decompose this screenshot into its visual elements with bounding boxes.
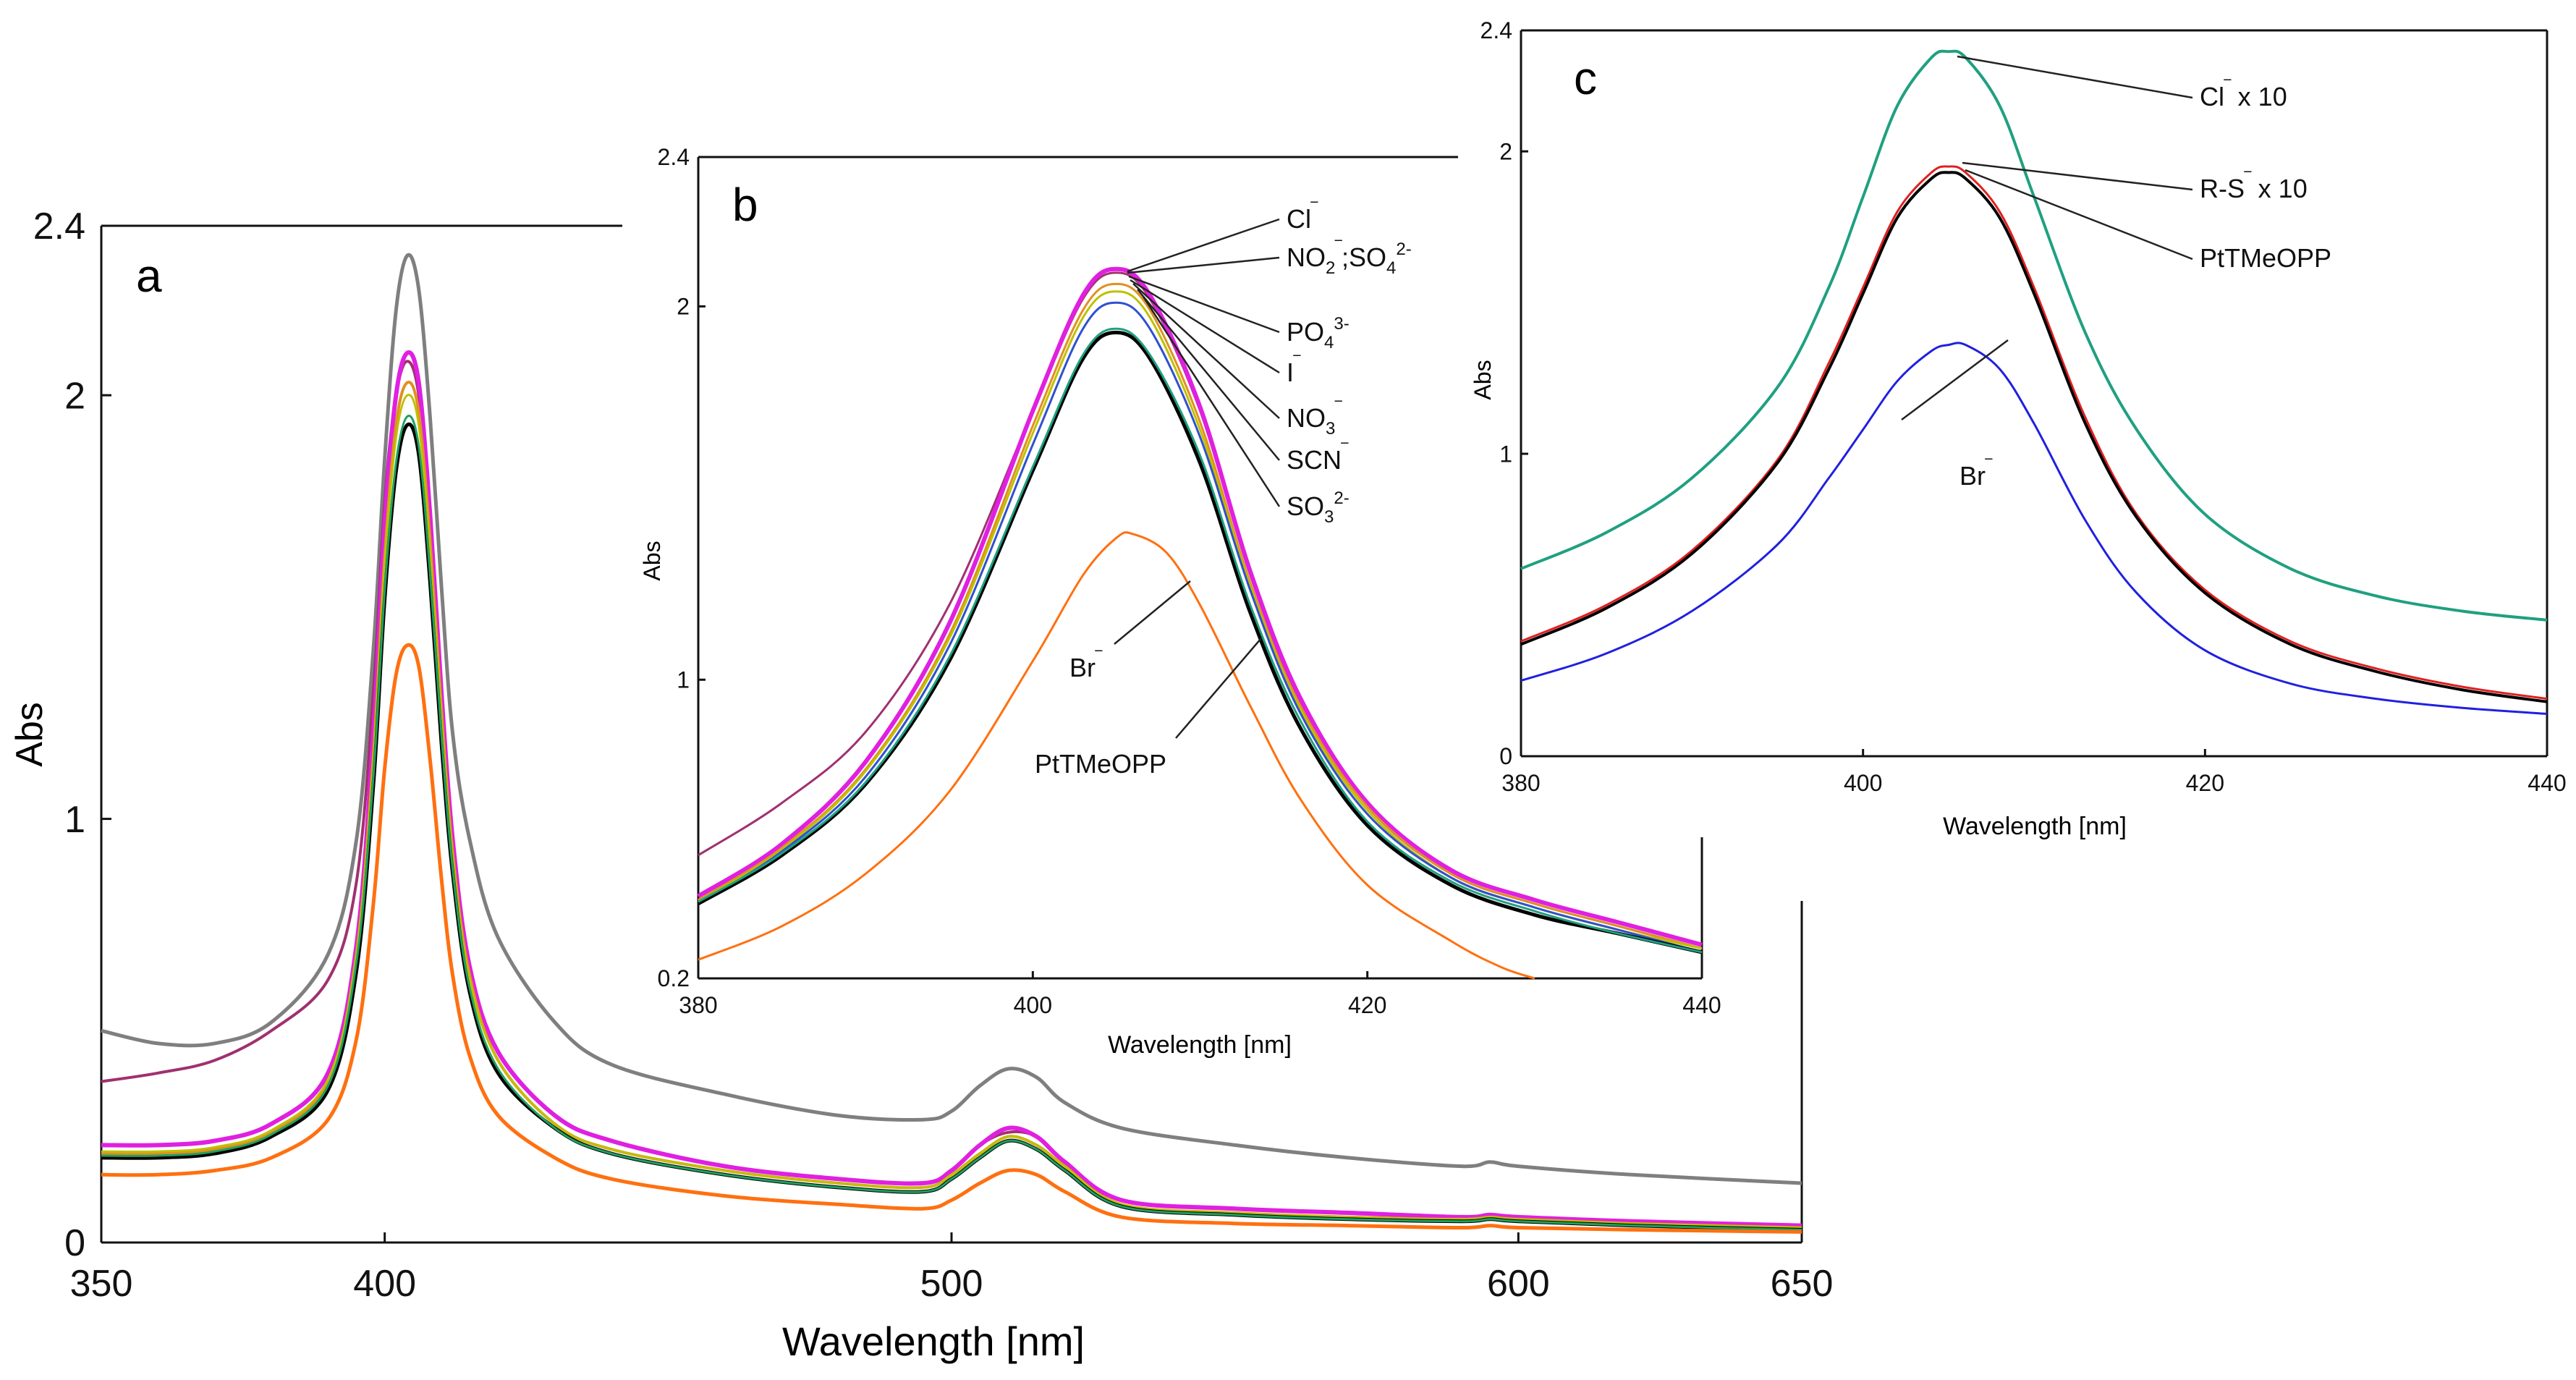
panel-b-background	[698, 157, 1458, 983]
panel-c-leaders	[1901, 55, 2193, 421]
panel-a-xtick-label: 650	[1771, 1263, 1834, 1305]
panel-a-ytick-label: 2	[64, 375, 85, 417]
panel-a-xtick-label: 500	[920, 1263, 983, 1305]
panel-c-background	[1521, 25, 2576, 837]
panel-b-series-blue	[698, 301, 1703, 954]
panel-b-xlabel: Wavelength [nm]	[1108, 1031, 1292, 1059]
panel-a-xtick-label: 350	[70, 1263, 133, 1305]
panel-a-series-gray	[101, 253, 1802, 1185]
panel-c-series-blue	[1520, 342, 2548, 715]
svg-text:Br‾: Br‾	[1959, 456, 1993, 491]
svg-text:NO3‾: NO3‾	[1287, 398, 1342, 439]
svg-text:PO43-: PO43-	[1287, 314, 1350, 352]
panel-c-series-black	[1520, 171, 2548, 703]
panel-b-series-green	[698, 327, 1703, 954]
svg-text:SCN‾: SCN‾	[1287, 440, 1349, 475]
panel-a-series	[101, 253, 1802, 1234]
panel-b-ytick-label: 2	[677, 294, 690, 320]
panel-a-xtick-label: 400	[353, 1263, 416, 1305]
svg-text:Cl‾ x 10: Cl‾ x 10	[2200, 77, 2287, 111]
panel-a-ylabel: Abs	[9, 702, 51, 767]
panel-b-leaders	[1114, 218, 1281, 739]
panel-b-annotations: Cl‾ NO2‾;SO42- PO43- I‾ NO3‾ SCN‾ SO32- …	[1035, 199, 1412, 779]
panel-a-ytick-label: 0	[64, 1222, 85, 1264]
panel-b-label: b	[732, 179, 758, 231]
panel-c-ytick-label: 0	[1499, 743, 1512, 769]
panel-b-xtick-label: 440	[1682, 992, 1721, 1018]
panel-c-ticks: 380 400 420 440 0 1 2 2.4	[1480, 17, 2567, 796]
panel-c-series-red	[1520, 165, 2548, 700]
panel-b-ytick-label: 2.4	[658, 144, 690, 170]
panel-b-series-black	[697, 331, 1703, 954]
svg-text:NO2‾;SO42-: NO2‾;SO42-	[1287, 237, 1412, 278]
panel-a-ytick-label: 2.4	[33, 206, 85, 247]
panel-c-ylabel: Abs	[1470, 360, 1496, 399]
panel-c-series-green	[1520, 49, 2548, 622]
panel-b-xtick-label: 400	[1014, 992, 1052, 1018]
panel-b-ticks: 380 400 420 440 0.2 1 2 2.4	[658, 144, 1721, 1018]
svg-text:I‾: I‾	[1287, 352, 1301, 387]
panel-a-ytick-label: 1	[64, 799, 85, 841]
panel-a-series-green	[101, 415, 1802, 1231]
panel-a-label: a	[136, 250, 162, 302]
panel-c-ytick-label: 1	[1499, 441, 1512, 467]
panel-b-xtick-label: 380	[679, 992, 717, 1018]
panel-c-xtick-label: 440	[2528, 770, 2566, 796]
panel-c-series	[1520, 49, 2548, 715]
panel-a-xlabel: Wavelength [nm]	[782, 1318, 1085, 1364]
svg-text:R-S‾ x 10: R-S‾ x 10	[2200, 169, 2308, 203]
panel-b: 380 400 420 440 0.2 1 2 2.4 b Wavelength [nm] A…	[639, 144, 1721, 1059]
panel-b-xtick-label: 420	[1348, 992, 1386, 1018]
panel-b-ylabel: Abs	[639, 541, 665, 580]
panel-c-annotations: Cl‾ x 10 R-S‾ x 10 PtTMeOPP Br‾	[1959, 77, 2331, 491]
panel-b-series-orange	[698, 531, 1535, 980]
panel-c-xtick-label: 420	[2186, 770, 2224, 796]
panel-b-series-orange-light	[698, 282, 1703, 950]
panel-c-xtick-label: 400	[1844, 770, 1882, 796]
panel-b-ytick-label: 0.2	[658, 965, 690, 991]
svg-text:SO32-: SO32-	[1287, 488, 1350, 527]
panel-b-ytick-label: 1	[677, 666, 690, 693]
svg-text:Cl‾: Cl‾	[1287, 199, 1318, 234]
panel-a-ticks: 350 400 500 600 650 0 1 2 2.4	[33, 206, 1834, 1305]
svg-text:PtTMeOPP: PtTMeOPP	[1035, 749, 1166, 779]
panel-c-xlabel: Wavelength [nm]	[1943, 813, 2127, 840]
label-cl: Cl	[1287, 204, 1311, 234]
panel-c: 380 400 420 440 0 1 2 2.4 c Wavelength [nm] Abs…	[1470, 17, 2576, 840]
panel-a-xtick-label: 600	[1487, 1263, 1550, 1305]
panel-c-xtick-label: 380	[1501, 770, 1540, 796]
svg-text:PtTMeOPP: PtTMeOPP	[2200, 243, 2331, 273]
svg-text:Br‾: Br‾	[1069, 648, 1103, 682]
panel-c-ytick-label: 2.4	[1480, 17, 1512, 43]
panel-c-label: c	[1574, 52, 1597, 104]
panel-c-ytick-label: 2	[1499, 138, 1512, 164]
panel-a-series-orange	[101, 643, 1802, 1234]
